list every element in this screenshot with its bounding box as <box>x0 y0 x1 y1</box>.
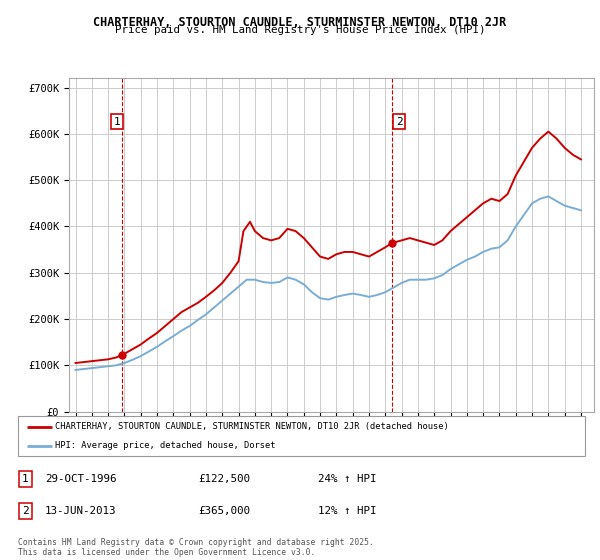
Text: 13-JUN-2013: 13-JUN-2013 <box>45 506 116 516</box>
Text: 2: 2 <box>396 116 403 127</box>
Text: CHARTERHAY, STOURTON CAUNDLE, STURMINSTER NEWTON, DT10 2JR: CHARTERHAY, STOURTON CAUNDLE, STURMINSTE… <box>94 16 506 29</box>
Text: HPI: Average price, detached house, Dorset: HPI: Average price, detached house, Dors… <box>55 441 275 450</box>
Text: 29-OCT-1996: 29-OCT-1996 <box>45 474 116 484</box>
Text: 12% ↑ HPI: 12% ↑ HPI <box>318 506 377 516</box>
Text: £365,000: £365,000 <box>198 506 250 516</box>
Text: Price paid vs. HM Land Registry's House Price Index (HPI): Price paid vs. HM Land Registry's House … <box>115 25 485 35</box>
Text: CHARTERHAY, STOURTON CAUNDLE, STURMINSTER NEWTON, DT10 2JR (detached house): CHARTERHAY, STOURTON CAUNDLE, STURMINSTE… <box>55 422 449 431</box>
Text: 1: 1 <box>22 474 29 484</box>
Text: 2: 2 <box>22 506 29 516</box>
Text: £122,500: £122,500 <box>198 474 250 484</box>
Text: 24% ↑ HPI: 24% ↑ HPI <box>318 474 377 484</box>
Text: 1: 1 <box>113 116 120 127</box>
FancyBboxPatch shape <box>18 416 585 456</box>
Text: Contains HM Land Registry data © Crown copyright and database right 2025.
This d: Contains HM Land Registry data © Crown c… <box>18 538 374 557</box>
